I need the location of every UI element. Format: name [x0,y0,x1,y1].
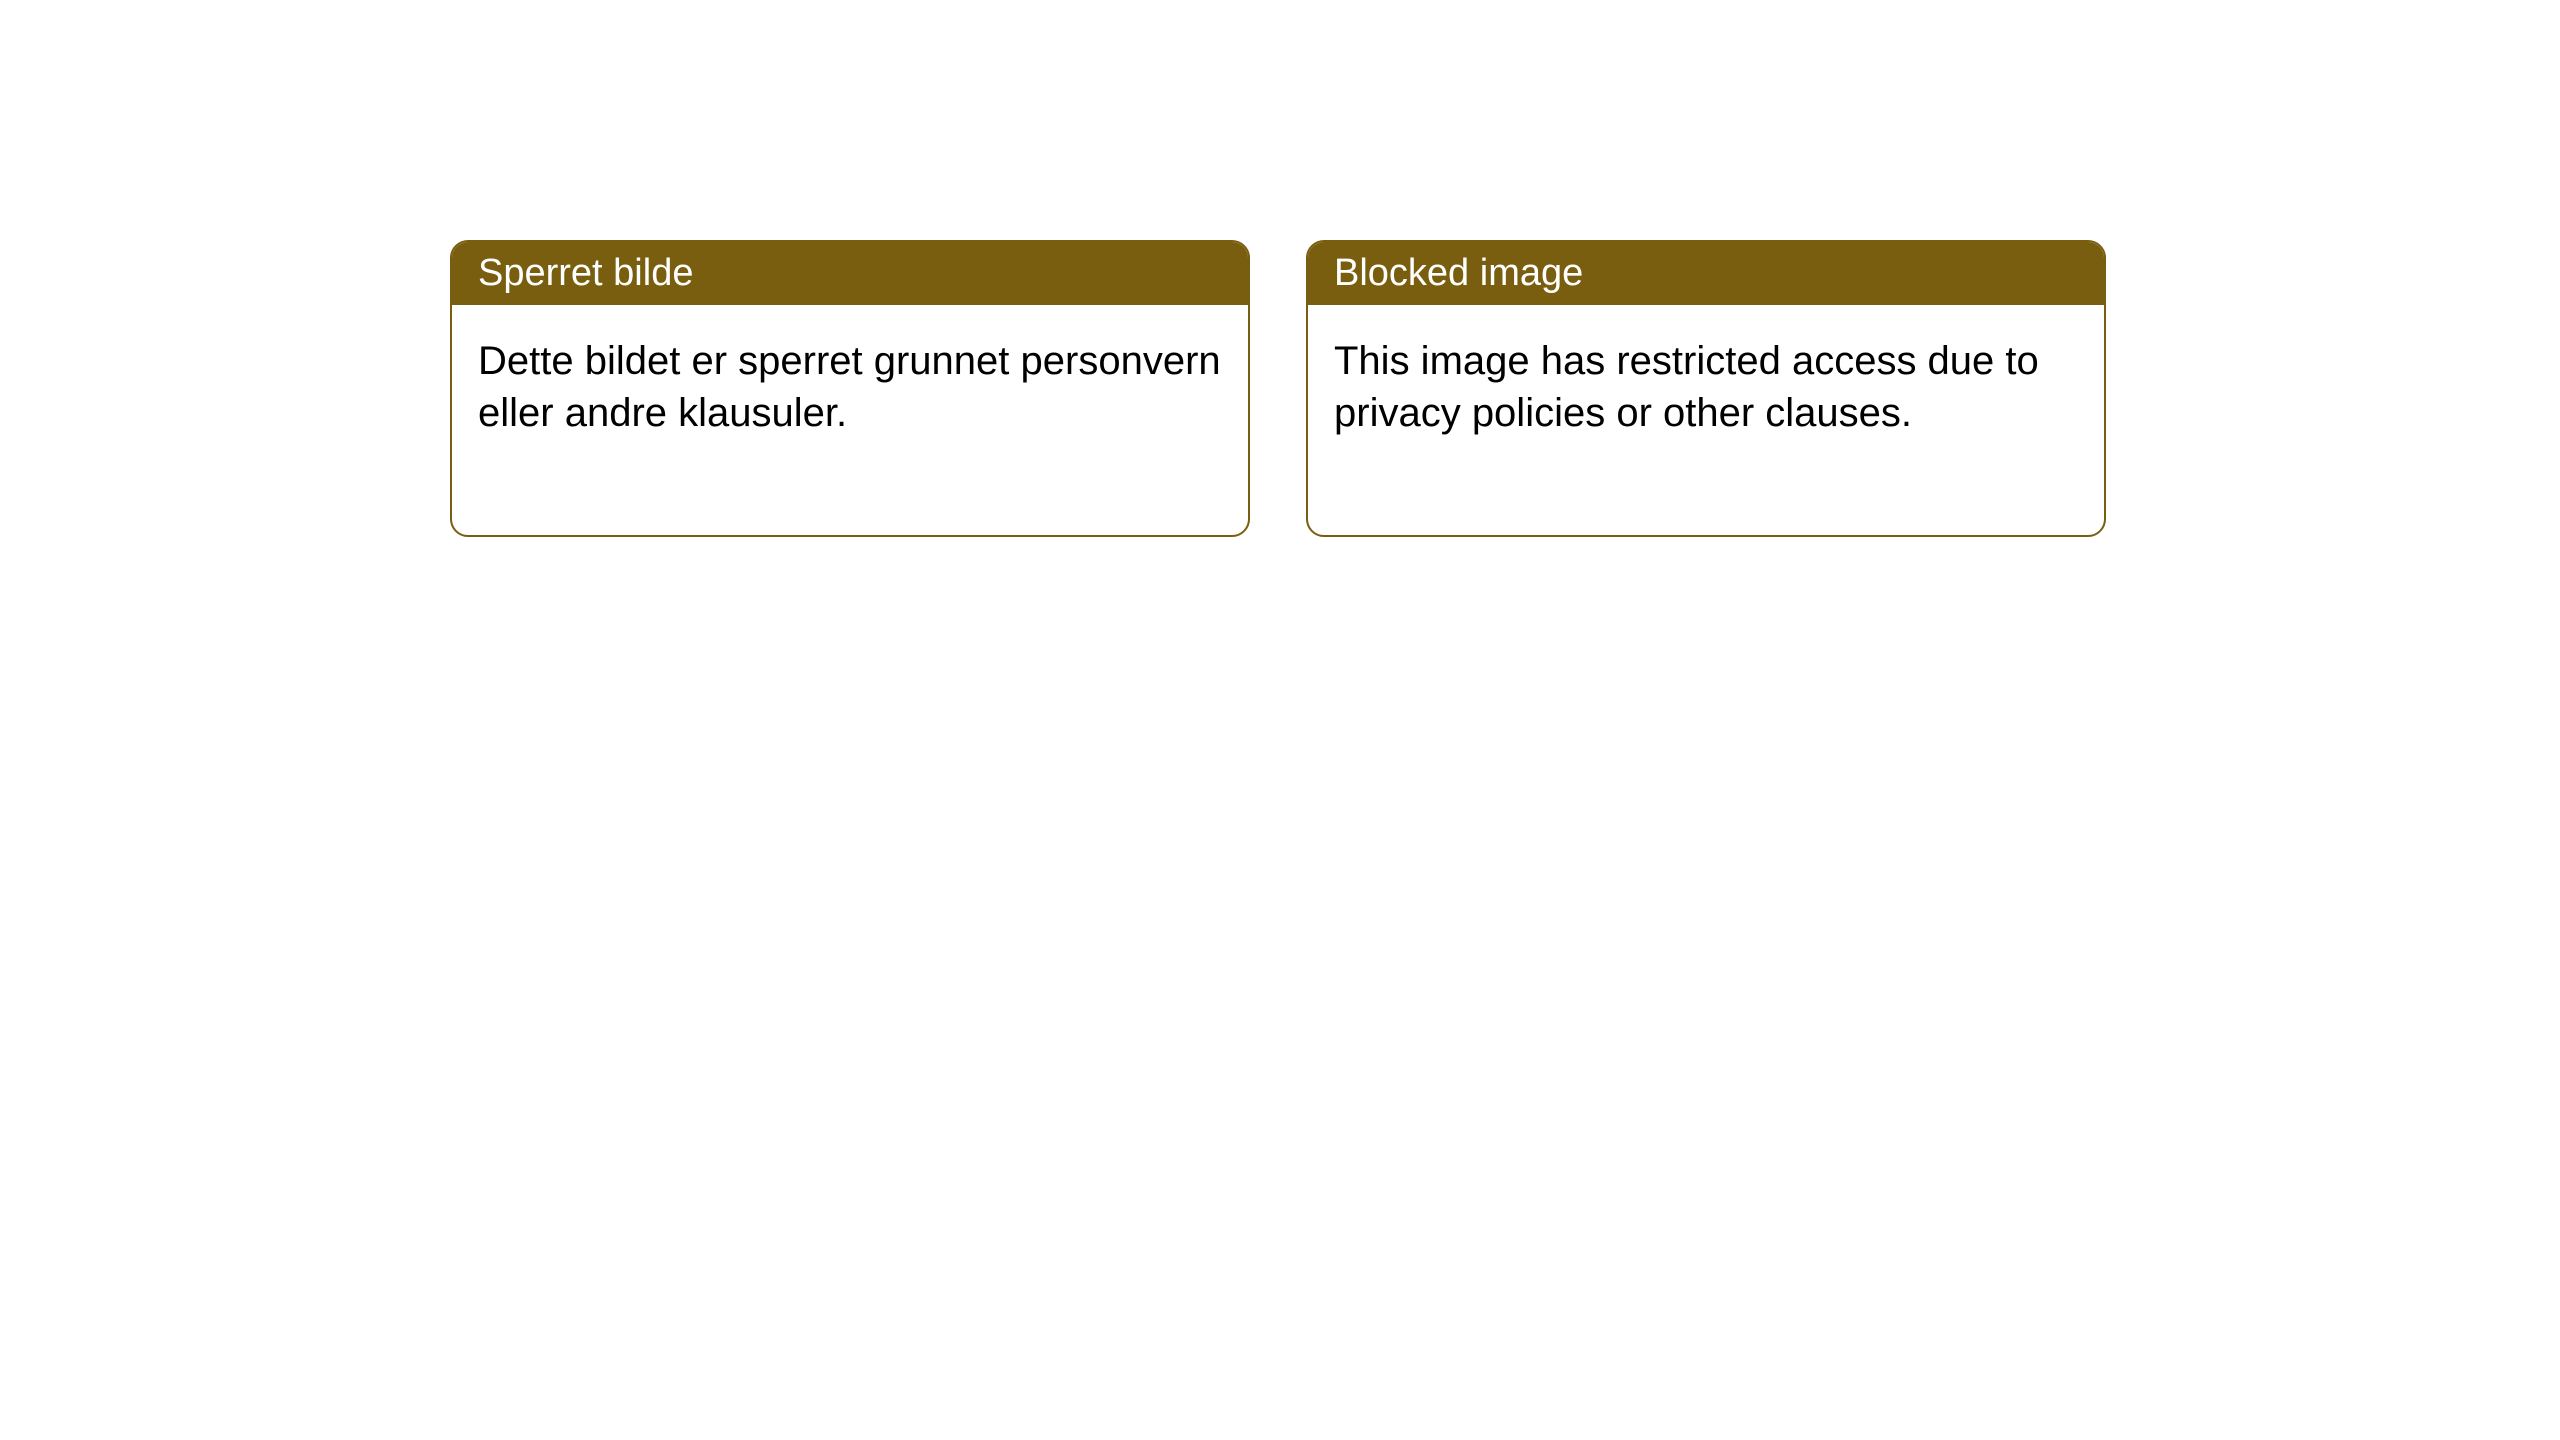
notice-box-norwegian: Sperret bilde Dette bildet er sperret gr… [450,240,1250,537]
notice-body-text: This image has restricted access due to … [1334,339,2039,435]
notice-body: Dette bildet er sperret grunnet personve… [452,305,1248,535]
notice-title: Blocked image [1334,252,1583,294]
notices-container: Sperret bilde Dette bildet er sperret gr… [450,240,2106,537]
notice-header: Sperret bilde [452,242,1248,305]
notice-header: Blocked image [1308,242,2104,305]
notice-body-text: Dette bildet er sperret grunnet personve… [478,339,1221,435]
notice-body: This image has restricted access due to … [1308,305,2104,535]
notice-box-english: Blocked image This image has restricted … [1306,240,2106,537]
notice-title: Sperret bilde [478,252,693,294]
